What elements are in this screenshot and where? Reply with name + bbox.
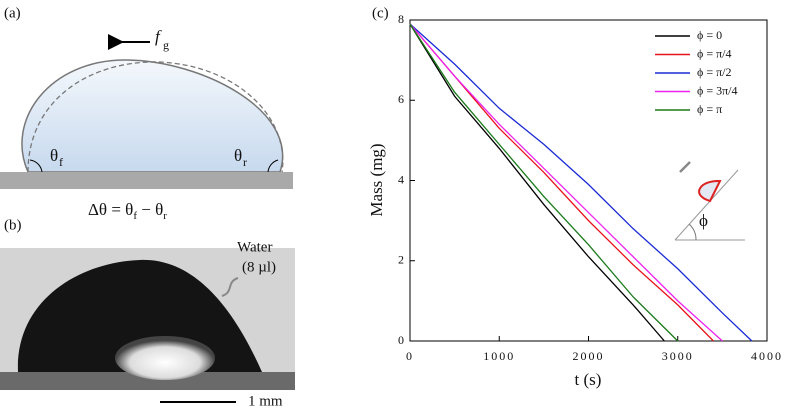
x-tick-label: 2000	[573, 349, 605, 363]
eq-sub: f	[133, 210, 137, 222]
y-tick-label: 8	[398, 12, 404, 26]
series-line	[409, 23, 723, 342]
force-sub: g	[163, 38, 169, 52]
liquid-label: Water	[237, 239, 272, 255]
force-label: f	[155, 27, 162, 46]
inset-phi: ϕ	[699, 211, 708, 230]
inset-line	[674, 169, 739, 241]
x-axis-label: t (s)	[575, 370, 602, 389]
inset-arrow	[679, 161, 691, 173]
pointer	[221, 277, 239, 297]
y-tick-label: 0	[398, 333, 404, 347]
inset-drop	[698, 179, 722, 203]
panel-label: (a)	[4, 5, 21, 21]
x-tick-label: 3000	[662, 349, 694, 363]
inset: ϕ	[674, 161, 745, 241]
legend-label: ϕ = π/2	[697, 65, 731, 79]
angle-arc	[29, 159, 43, 173]
x-tick-label: 4000	[751, 349, 783, 363]
inset-arc	[688, 223, 697, 241]
panel-label: (c)	[372, 5, 389, 21]
photo-highlight	[115, 336, 215, 380]
panel-label: (b)	[4, 217, 22, 233]
series-line	[409, 23, 665, 342]
legend-label: ϕ = π/4	[697, 46, 731, 60]
series-line	[409, 23, 679, 342]
eq-part: − θ	[137, 200, 163, 219]
legend-label: ϕ = π	[697, 102, 722, 116]
y-axis-label: Mass (mg)	[367, 143, 386, 216]
angle-arc	[267, 159, 279, 173]
x-tick-label: 0	[406, 349, 414, 363]
symmetric-outline	[27, 61, 284, 173]
eq-sub: r	[163, 210, 167, 222]
x-tick-label: 1000	[483, 349, 515, 363]
y-tick-label: 2	[398, 253, 404, 267]
y-tick-label: 4	[398, 172, 404, 186]
theta-f-sub: f	[59, 155, 63, 169]
eq-part: Δθ = θ	[88, 200, 133, 219]
theta-f: θ	[50, 146, 58, 165]
legend-label: ϕ = 3π/4	[697, 83, 737, 97]
equation: Δθ = θf − θr	[88, 200, 167, 222]
series-line	[409, 23, 753, 342]
y-tick-label: 6	[398, 92, 404, 106]
substrate	[0, 172, 293, 189]
theta-r-sub: r	[243, 155, 247, 169]
volume-label: (8 µl)	[242, 259, 276, 275]
scale-label: 1 mm	[248, 393, 283, 409]
theta-r: θ	[234, 146, 242, 165]
photo-substrate	[0, 372, 295, 390]
series-line	[409, 23, 714, 342]
legend-label: ϕ = 0	[697, 28, 722, 42]
